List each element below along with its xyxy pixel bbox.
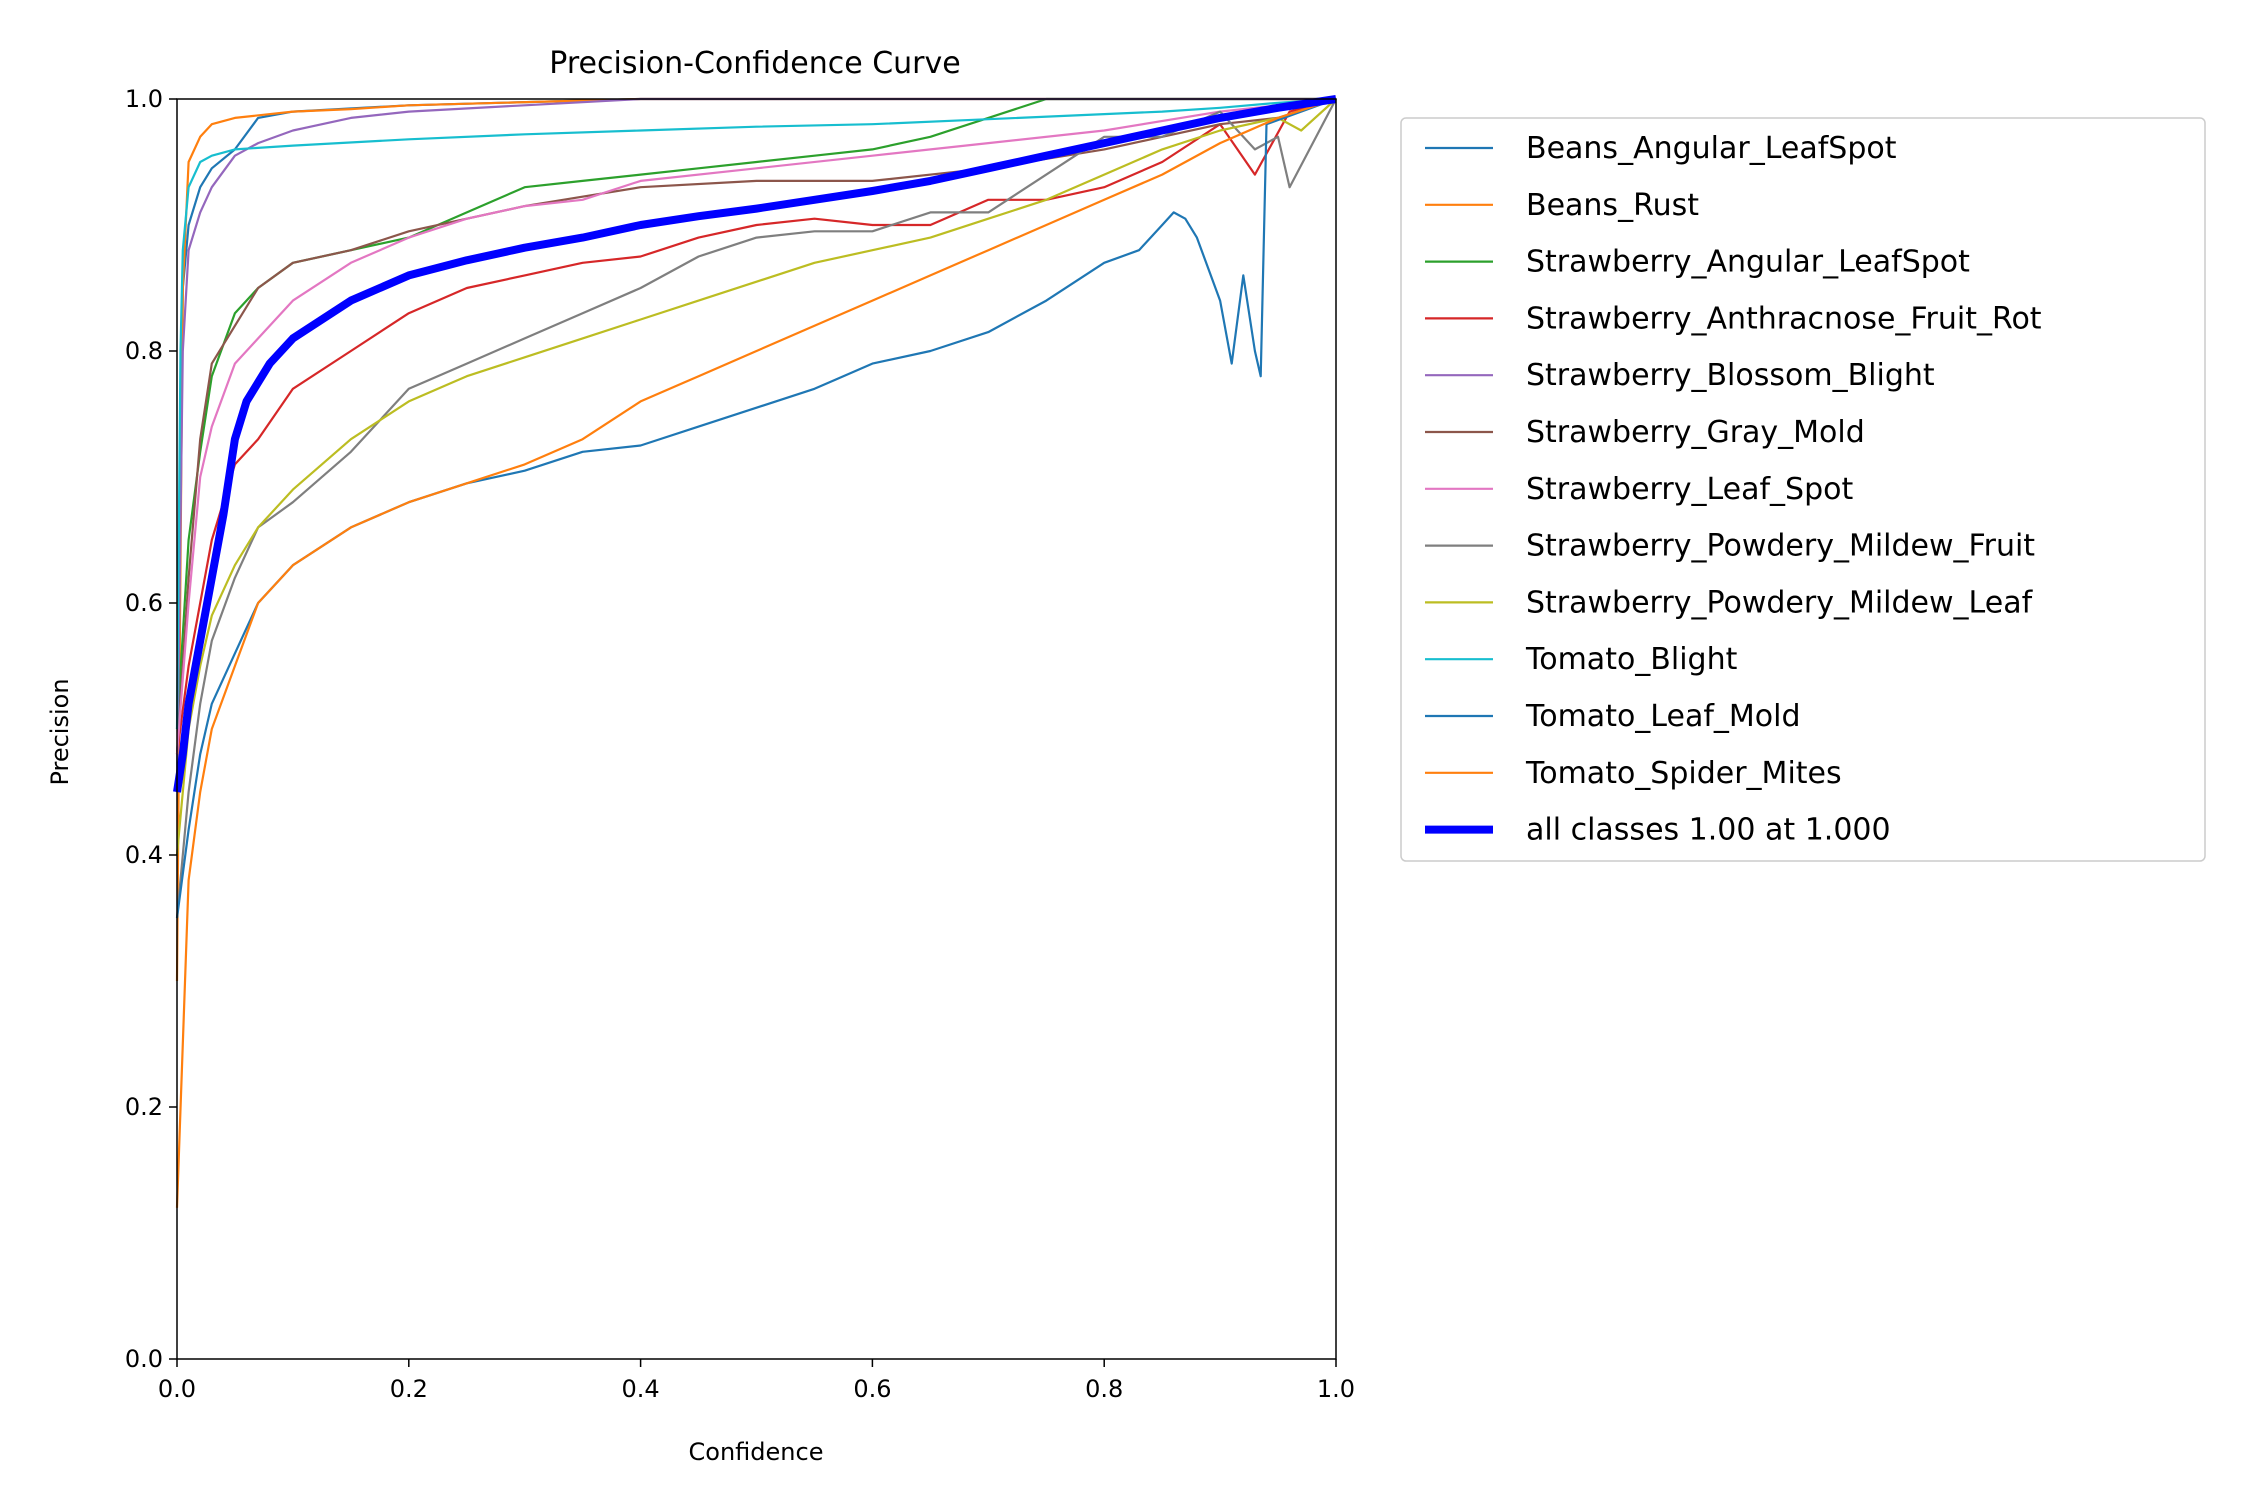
series-line-all-classes-1-00-at-1-000	[173, 95, 1337, 793]
legend-entry-label: Strawberry_Anthracnose_Fruit_Rot	[1526, 301, 2042, 336]
legend-entry-label: Strawberry_Angular_LeafSpot	[1526, 245, 1970, 280]
legend-box	[1400, 117, 2206, 862]
x-axis: 0.0 0.2 0.4 0.6 0.8 1.0	[158, 1359, 1355, 1403]
y-tick-label: 0.4	[125, 841, 163, 869]
x-tick-label: 0.8	[1085, 1375, 1123, 1403]
legend-entry-label: Strawberry_Blossom_Blight	[1526, 358, 1935, 393]
legend-entry-label: Tomato_Spider_Mites	[1525, 756, 1842, 791]
x-tick-label: 1.0	[1317, 1375, 1355, 1403]
legend-entry-label: Beans_Angular_LeafSpot	[1526, 131, 1897, 166]
legend-entry-label: Strawberry_Powdery_Mildew_Fruit	[1526, 529, 2035, 564]
x-tick-label: 0.2	[390, 1375, 428, 1403]
legend-entry-label: all classes 1.00 at 1.000	[1526, 813, 1891, 848]
legend-entry-label: Beans_Rust	[1526, 188, 1699, 223]
series-line-strawberry-leaf-spot	[175, 97, 1337, 755]
y-tick-label: 1.0	[125, 85, 163, 113]
x-tick-label: 0.4	[622, 1375, 660, 1403]
series-line-tomato-blight	[175, 97, 1337, 730]
plot-frame	[176, 98, 1337, 1360]
legend: Beans_Angular_LeafSpot Beans_Rust Strawber…	[1400, 117, 2206, 862]
y-tick-label: 0.8	[125, 337, 163, 365]
y-tick-label: 0.6	[125, 589, 163, 617]
legend-entry-label: Tomato_Blight	[1525, 642, 1738, 677]
x-axis-label: Confidence	[689, 1438, 824, 1466]
chart-title: Precision-Confidence Curve	[549, 46, 960, 81]
legend-entry-label: Strawberry_Leaf_Spot	[1526, 472, 1853, 507]
x-tick-label: 0.0	[158, 1375, 196, 1403]
series-line-strawberry-anthracnose-fruit-rot	[175, 97, 1337, 755]
series-line-strawberry-powdery-mildew-leaf	[175, 98, 1337, 856]
y-axis: 0.0 0.2 0.4 0.6 0.8 1.0	[125, 85, 177, 1373]
series-line-tomato-spider-mites	[175, 97, 1337, 1208]
legend-entry-label: Strawberry_Gray_Mold	[1526, 415, 1865, 450]
legend-entry-label: Strawberry_Powdery_Mildew_Leaf	[1526, 585, 2034, 620]
plot-series	[173, 95, 1337, 1208]
x-tick-label: 0.6	[853, 1375, 891, 1403]
y-axis-label: Precision	[46, 678, 74, 785]
legend-entry-label: Tomato_Leaf_Mold	[1525, 699, 1801, 734]
y-tick-label: 0.0	[125, 1345, 163, 1373]
y-tick-label: 0.2	[125, 1093, 163, 1121]
